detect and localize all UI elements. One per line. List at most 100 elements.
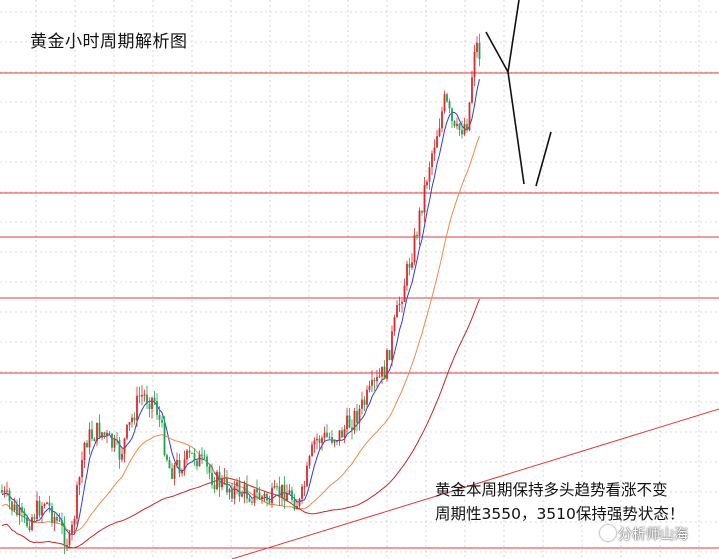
candle [281,484,283,506]
candle [383,360,386,379]
candle-body [188,450,191,453]
candle-body [91,429,93,439]
candle-body [276,486,278,488]
candle-body [301,486,303,499]
candle [306,462,308,488]
candle [403,278,406,303]
candle [273,479,276,489]
candle [108,431,111,434]
candle-body [161,419,163,423]
candle-body [68,533,71,546]
candle-body [308,455,311,466]
candle-body [348,415,351,428]
candle-body [288,490,291,494]
candle [26,514,28,528]
candle-body [243,484,246,495]
candle [23,508,26,523]
horizontal-levels [0,72,719,549]
candle-body [293,499,296,510]
candle-body [338,430,341,442]
candle-body [251,501,253,503]
candle-body [233,486,236,499]
candle [341,427,343,438]
chart-title: 黄金小时周期解析图 [30,32,188,52]
candle [88,422,91,455]
candle [153,391,156,405]
candle [221,475,223,491]
candle [51,502,53,527]
candle-body [346,415,348,430]
candle [268,495,271,505]
candle [308,454,311,469]
candle-body [286,493,288,502]
moving-averages [1,79,480,549]
candle [233,480,236,505]
candle [458,122,461,137]
candle-body [368,385,371,390]
candle-body [66,545,68,547]
candle [28,521,31,533]
candle [358,404,361,431]
candle [288,484,291,495]
candle [408,258,411,276]
candle [336,440,338,446]
candle-body [418,210,421,236]
candle-body [446,94,448,102]
candle [68,530,71,549]
candle [166,453,168,462]
candle [66,538,68,551]
candle-body [81,460,83,478]
candle [271,482,273,508]
candle-body [118,440,121,460]
candle-body [248,498,251,502]
rising-trendline [231,408,719,559]
candle [171,463,173,480]
candle [236,478,238,495]
candle-body [158,414,161,420]
candle-body [336,441,338,443]
candle [21,502,23,523]
candle-body [56,517,58,521]
candle [251,498,253,506]
candle-body [13,504,16,511]
candle [203,450,206,460]
candle-body [356,410,358,423]
candle [161,416,163,428]
candle-body [193,453,196,461]
candle-body [63,525,66,546]
candle [451,107,453,128]
candle [368,380,371,393]
candle [316,433,318,450]
candle-body [126,424,128,439]
candle [326,424,328,438]
candle-body [36,500,38,520]
candle [266,491,268,507]
candle [466,118,468,133]
candles [1,33,481,555]
candle-body [253,489,256,503]
candle-body [281,484,283,498]
candle [311,441,313,458]
candle-body [178,459,181,474]
candle [256,479,258,501]
candle-body [328,436,331,438]
candle [356,404,358,432]
candle [86,440,88,448]
candle [31,513,33,532]
candle-body [38,500,41,516]
candle [41,501,43,523]
candle [411,253,413,270]
candle [253,488,256,507]
candle [406,260,408,291]
candle [436,130,438,148]
candle-body [326,432,328,437]
candle [8,487,11,510]
candle [338,430,341,446]
candle-body [298,498,301,506]
candle [201,447,203,465]
trendline-layer [231,408,719,559]
candle [1,484,3,494]
candle-body [76,485,78,519]
candle-body [441,111,443,129]
candle [318,435,321,451]
